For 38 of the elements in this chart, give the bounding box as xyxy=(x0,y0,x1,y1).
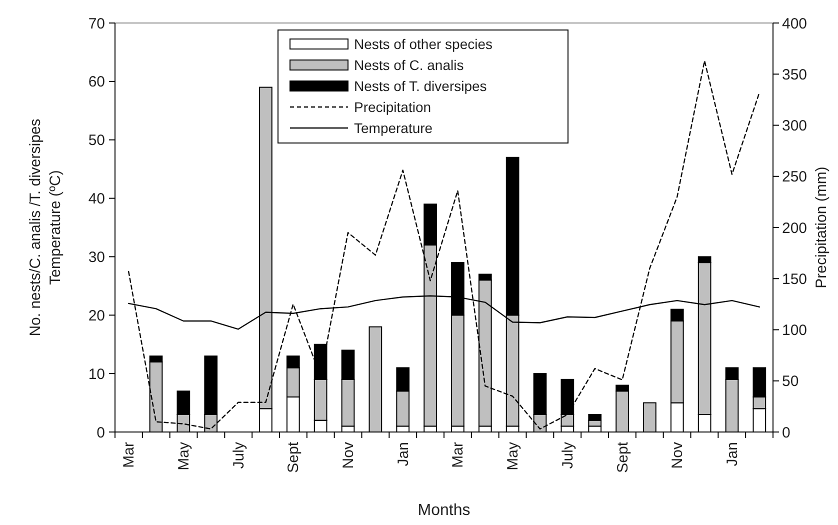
y2-tick-label: 0 xyxy=(782,424,790,442)
legend-label: Temperature xyxy=(354,120,433,136)
x-tick-label: Nov xyxy=(669,442,686,469)
y2-axis-title: Precipitation (mm) xyxy=(813,166,830,288)
y-tick-label: 50 xyxy=(88,132,105,150)
y-tick-label: 10 xyxy=(88,366,105,383)
x-tick-label: Mar xyxy=(120,442,138,468)
y2-tick-label: 350 xyxy=(782,66,808,84)
x-tick-label: Jan xyxy=(724,442,741,466)
legend-label: Nests of other species xyxy=(354,36,493,52)
y2-tick-label: 300 xyxy=(782,118,808,134)
y2-tick-label: 150 xyxy=(782,270,808,288)
x-tick-label: Nov xyxy=(340,442,357,469)
y2-tick-label: 50 xyxy=(782,373,799,390)
x-tick-label: July xyxy=(559,442,576,469)
x-tick-label: Sept xyxy=(285,441,302,473)
y-tick-label: 60 xyxy=(88,74,105,91)
x-axis-title: Months xyxy=(418,502,470,519)
y2-tick-label: 250 xyxy=(782,168,808,186)
x-tick-label: Jan xyxy=(394,442,412,466)
x-tick-label: May xyxy=(175,442,192,470)
y2-tick-label: 100 xyxy=(782,322,808,339)
x-tick-label: Mar xyxy=(450,442,467,468)
y-tick-label: 40 xyxy=(88,190,105,208)
x-tick-label: July xyxy=(230,442,248,469)
y-tick-label: 20 xyxy=(88,307,105,324)
x-tick-label: Sept xyxy=(614,441,632,473)
line-series xyxy=(128,60,760,430)
y-tick-label: 30 xyxy=(88,248,105,266)
y-tick-label: 0 xyxy=(96,424,105,442)
legend-label: Nests of T. diversipes xyxy=(354,78,487,94)
legend-label: Precipitation xyxy=(354,98,432,115)
legend-label: Nests of C. analis xyxy=(354,56,464,73)
y-axis-title: No. nests/C. analis /T. diversipes Temperature (ºC) xyxy=(27,118,64,336)
x-tick-label: May xyxy=(504,442,522,470)
y2-tick-label: 400 xyxy=(782,15,808,32)
y2-tick-label: 200 xyxy=(782,220,808,237)
y-tick-label: 70 xyxy=(88,15,105,32)
